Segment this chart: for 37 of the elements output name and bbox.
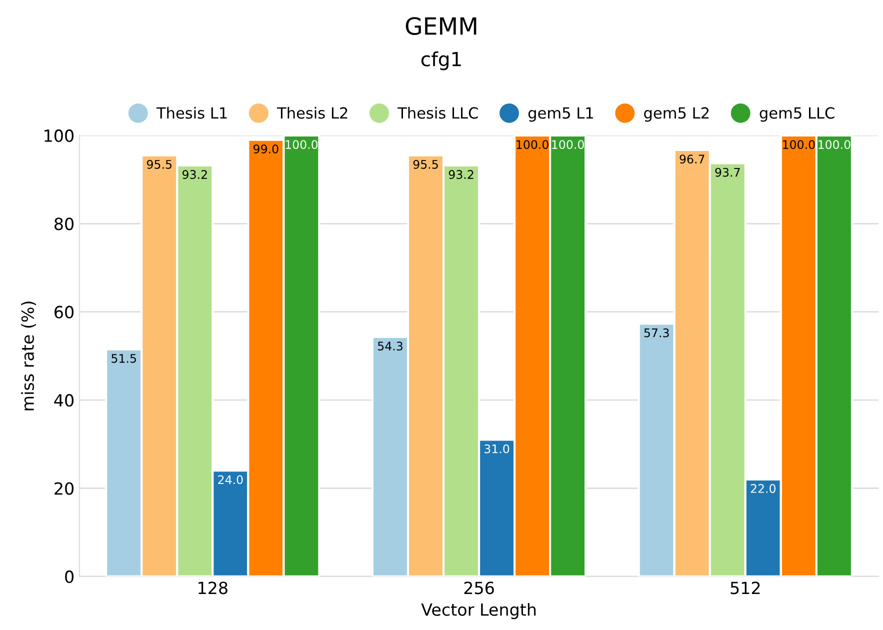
legend-label: Thesis L2 [276, 106, 348, 119]
legend-label: gem5 L2 [644, 107, 709, 122]
legend-label: Thesis L1 [156, 106, 227, 119]
data-label: 54.3 [378, 342, 402, 351]
data-label: 93.2 [182, 170, 207, 179]
data-label: 57.3 [644, 328, 669, 338]
y-axis-title: miss rate (%) [21, 302, 36, 410]
x-tick-label: 256 [464, 582, 494, 594]
chart-subtitle: cfg1 [421, 51, 461, 70]
data-label: 100.0 [552, 140, 584, 149]
data-label: 93.7 [715, 168, 740, 177]
data-label: 95.5 [146, 160, 172, 169]
data-label: 96.7 [680, 154, 704, 164]
legend-label: gem5 LLC [760, 107, 834, 122]
y-tick-label: 100 [44, 129, 74, 142]
x-axis-title: Vector Length [421, 602, 536, 620]
y-tick-label: 20 [54, 482, 74, 495]
legend-label: gem5 L1 [528, 107, 593, 122]
data-label: 93.2 [448, 170, 474, 179]
y-tick-label: 60 [54, 306, 74, 318]
data-label: 22.0 [750, 484, 776, 493]
x-tick-label: 128 [198, 582, 228, 594]
y-tick-label: 40 [54, 394, 74, 407]
legend-label: Thesis LLC [398, 106, 478, 119]
data-label: 31.0 [484, 444, 510, 454]
y-tick-label: 0 [65, 570, 74, 584]
data-label: 100.0 [516, 140, 548, 149]
data-label: 100.0 [783, 140, 815, 149]
chart-title: GEMM [406, 17, 476, 35]
data-label: 24.0 [218, 475, 243, 484]
x-tick-label: 512 [730, 582, 760, 594]
data-label: 100.0 [818, 140, 850, 149]
data-label: 100.0 [286, 140, 318, 149]
y-tick-label: 80 [54, 218, 74, 230]
data-label: 51.5 [112, 354, 136, 363]
data-label: 99.0 [254, 144, 278, 154]
data-label: 95.5 [413, 160, 438, 169]
